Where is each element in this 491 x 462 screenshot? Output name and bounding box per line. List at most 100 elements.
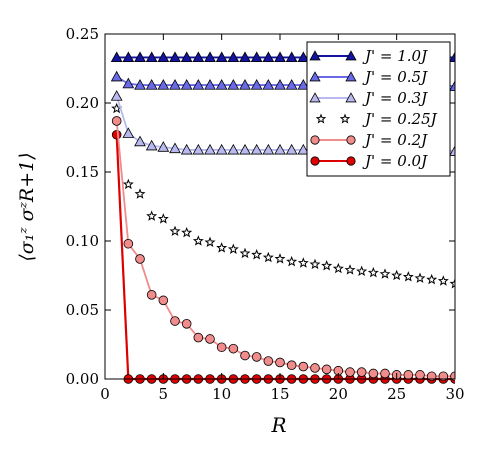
legend-marker	[345, 71, 357, 82]
data-point	[145, 139, 158, 151]
data-point	[437, 275, 449, 286]
data-point	[157, 141, 170, 152]
x-tick-label: 0	[100, 385, 110, 403]
data-point	[321, 364, 332, 375]
legend-item: J' = 0.3J	[309, 89, 428, 107]
x-tick-label: 10	[212, 385, 231, 403]
legend-marker	[345, 50, 357, 61]
y-tick-label: 0.25	[66, 25, 99, 43]
legend-marker	[346, 135, 356, 145]
legend-marker	[310, 156, 320, 166]
data-point	[262, 251, 274, 263]
data-point	[332, 262, 344, 274]
data-point	[449, 278, 455, 289]
data-point	[157, 213, 169, 224]
legend-marker	[339, 113, 351, 124]
data-point	[216, 342, 227, 353]
data-point	[344, 264, 356, 275]
data-point	[240, 350, 250, 361]
data-point	[169, 51, 181, 63]
x-tick-label: 25	[387, 385, 406, 403]
series-j-0-25j	[111, 102, 455, 289]
data-point	[215, 51, 228, 63]
y-tick-label: 0.10	[66, 232, 99, 250]
legend-item: J' = 0.5J	[309, 68, 428, 86]
data-point	[134, 51, 146, 63]
data-point	[263, 356, 274, 366]
data-point	[157, 51, 170, 63]
data-point	[449, 51, 455, 63]
data-point	[122, 127, 135, 138]
data-point	[227, 143, 240, 155]
data-point	[123, 238, 134, 249]
data-point	[274, 253, 286, 264]
legend-label: J' = 0.3J	[362, 89, 428, 107]
data-point	[426, 273, 438, 285]
x-tick-label: 20	[329, 385, 348, 403]
data-point	[204, 236, 216, 248]
y-tick-label: 0.00	[66, 370, 99, 388]
data-point	[134, 79, 146, 90]
legend-marker	[310, 135, 320, 145]
data-point	[239, 51, 251, 63]
data-point	[169, 225, 181, 237]
data-point	[135, 254, 145, 264]
data-point	[286, 360, 297, 371]
data-point	[122, 77, 135, 89]
axes: 0 5 10 15 20 25 30 0.00 0.05 0.10 0.15 0.20 0.25	[66, 25, 465, 403]
data-point	[286, 255, 298, 267]
data-point	[110, 90, 123, 101]
data-point	[134, 188, 146, 199]
data-point	[180, 143, 193, 155]
data-point	[110, 70, 123, 82]
data-point	[402, 271, 414, 282]
data-point	[297, 51, 310, 63]
data-point	[368, 368, 379, 379]
data-point	[414, 272, 426, 283]
x-tick-label: 15	[270, 385, 289, 403]
data-point	[250, 51, 263, 63]
data-point	[356, 265, 368, 277]
x-tick-label: 5	[159, 385, 169, 403]
data-point	[239, 247, 251, 259]
legend-marker	[309, 92, 321, 103]
data-point	[250, 143, 263, 155]
data-point	[367, 266, 379, 278]
legend-marker	[346, 156, 356, 166]
data-point	[285, 143, 298, 155]
legend-marker	[345, 92, 357, 103]
data-point	[122, 51, 135, 63]
data-point	[251, 352, 262, 362]
data-point	[380, 368, 390, 379]
data-point	[146, 210, 158, 221]
data-point	[216, 242, 228, 253]
data-point	[204, 143, 216, 155]
data-point	[157, 79, 170, 90]
data-point	[250, 79, 263, 90]
series-j-0-2j	[111, 116, 455, 382]
legend-label: J' = 0.25J	[362, 110, 438, 128]
data-point	[204, 79, 216, 90]
legend: J' = 1.0J J' = 0.5J J' = 0.3J J' = 0.25J J' …	[306, 41, 451, 177]
data-point	[321, 260, 333, 271]
x-tick-label: 30	[445, 385, 464, 403]
data-point	[192, 51, 205, 63]
data-point	[169, 142, 181, 154]
data-point	[426, 371, 437, 382]
data-point	[158, 295, 169, 306]
legend-label: J' = 1.0J	[362, 47, 428, 65]
data-point	[285, 51, 298, 63]
data-point	[274, 51, 286, 63]
data-point	[239, 79, 251, 90]
data-point	[438, 371, 449, 382]
legend-marker	[309, 50, 321, 61]
data-point	[449, 145, 455, 156]
data-point	[297, 143, 310, 155]
data-point	[111, 129, 122, 140]
data-point	[146, 290, 157, 300]
data-point	[297, 79, 310, 90]
data-point	[145, 51, 158, 63]
data-point	[449, 80, 455, 91]
y-tick-label: 0.05	[66, 301, 99, 319]
